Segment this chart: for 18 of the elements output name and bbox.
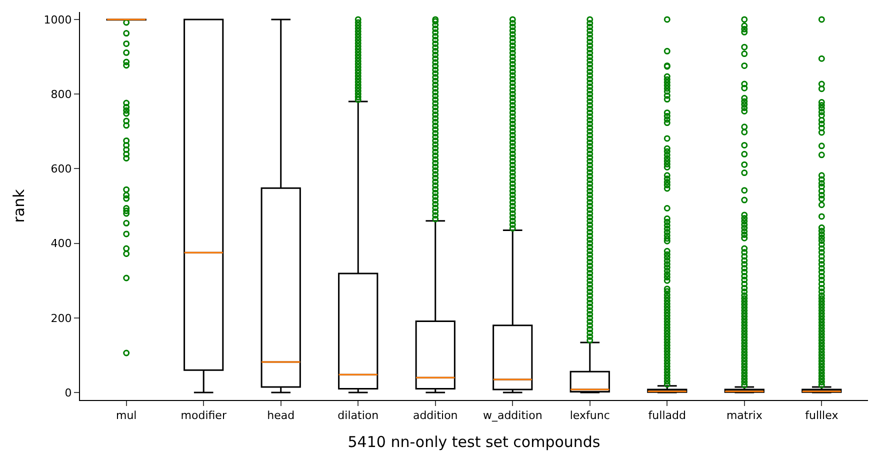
x-tick-label: fulllex (805, 409, 839, 422)
x-tick-label: matrix (726, 409, 763, 422)
x-tick-label: head (267, 409, 295, 422)
y-tick-label: 400 (50, 237, 72, 250)
y-tick-label: 800 (50, 88, 72, 101)
y-tick-label: 200 (50, 312, 72, 325)
x-tick-label: addition (412, 409, 458, 422)
y-tick-label: 1000 (44, 13, 72, 26)
y-tick-label: 0 (64, 386, 72, 400)
x-tick-label: modifier (180, 409, 227, 422)
x-tick-label: mul (116, 409, 137, 422)
y-axis-title: rank (10, 188, 28, 223)
x-tick-label: dilation (338, 409, 379, 422)
x-axis-title: 5410 nn-only test set compounds (348, 433, 600, 452)
y-tick-label: 600 (50, 162, 72, 176)
x-tick-label: w_addition (482, 409, 542, 422)
x-tick-label: fulladd (648, 409, 686, 422)
x-tick-label: lexfunc (570, 409, 610, 422)
